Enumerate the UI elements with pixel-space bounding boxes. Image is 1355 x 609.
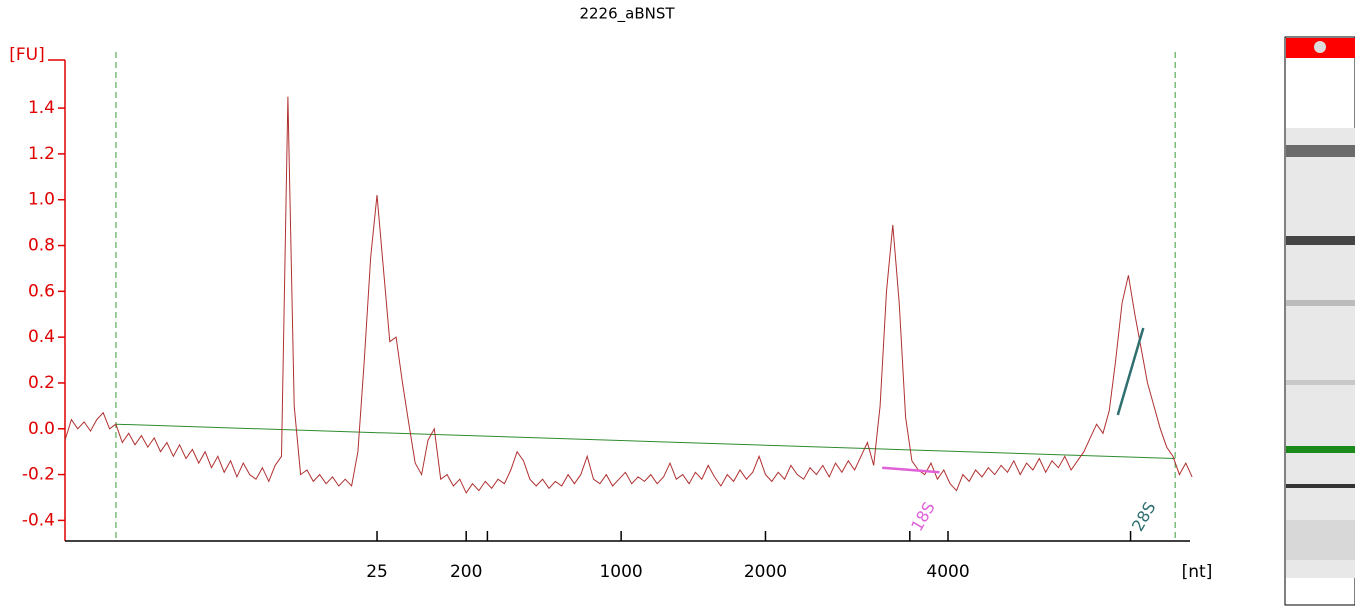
peak-label: 28S <box>1128 499 1160 535</box>
x-tick-label: 200 <box>450 562 482 582</box>
gel-band <box>1286 380 1355 385</box>
y-tick-label: -0.4 <box>22 510 55 530</box>
y-tick-label: 0.6 <box>28 281 55 301</box>
x-tick-label: 2000 <box>744 562 787 582</box>
y-axis-label: [FU] <box>9 45 45 65</box>
y-tick-label: 1.4 <box>28 98 55 118</box>
gel-band <box>1286 145 1355 157</box>
y-tick-label: 1.2 <box>28 144 55 164</box>
x-tick-label: 1000 <box>599 562 642 582</box>
x-axis-label: [nt] <box>1182 562 1213 582</box>
peak-segment <box>882 466 940 474</box>
gel-icon <box>1314 41 1326 53</box>
gel-band <box>1286 300 1355 306</box>
baseline <box>115 423 1176 459</box>
y-tick-label: 0.4 <box>28 327 55 347</box>
gel-lane <box>1284 36 1355 606</box>
y-tick-label: 0.0 <box>28 419 55 439</box>
trace <box>64 96 1193 494</box>
y-tick-label: 1.0 <box>28 190 55 210</box>
gel-band <box>1286 236 1355 245</box>
y-tick-label: -0.2 <box>22 465 55 485</box>
peak-label: 18S <box>907 499 939 535</box>
y-tick-label: 0.8 <box>28 236 55 256</box>
gel-marker-band <box>1286 446 1355 453</box>
y-tick-label: 0.2 <box>28 373 55 393</box>
chart-title: 2226_aBNST <box>579 5 675 24</box>
gel-band <box>1286 520 1355 560</box>
x-tick-label: 25 <box>366 562 388 582</box>
gel-background <box>1286 128 1355 578</box>
peak-segment <box>1116 327 1145 416</box>
x-tick-label: 4000 <box>926 562 969 582</box>
gel-band <box>1286 484 1355 488</box>
